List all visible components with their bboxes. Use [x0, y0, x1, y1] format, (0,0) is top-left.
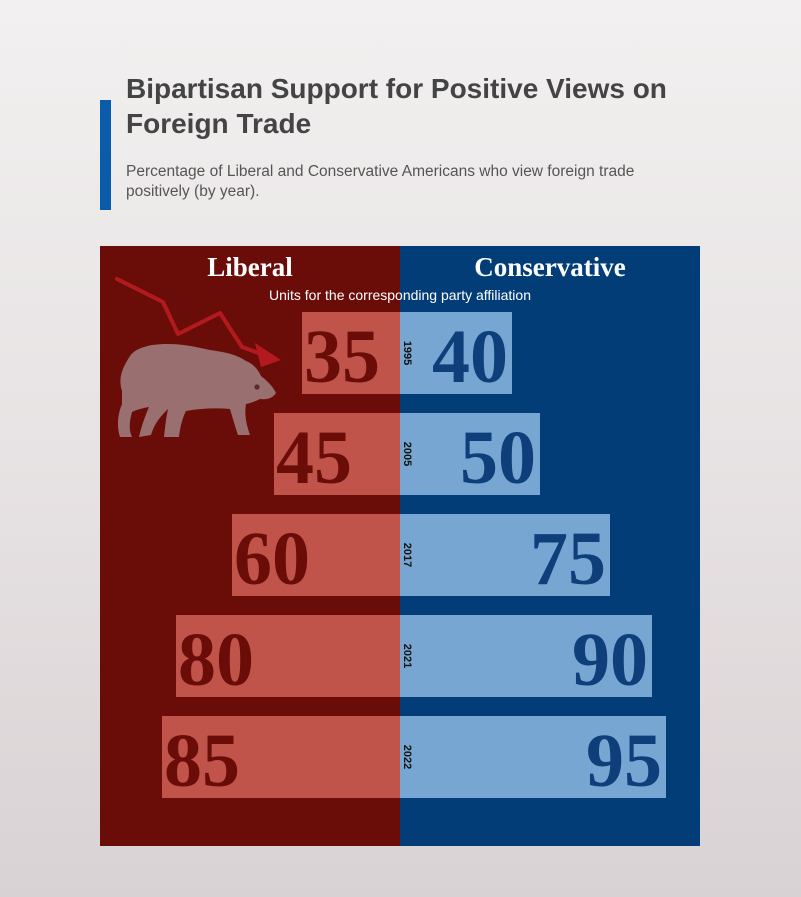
unit-label: Units for the corresponding party affili… [269, 287, 531, 303]
conservative-bar [400, 312, 512, 394]
conservative-party-label: Conservative [474, 252, 625, 282]
chart: Liberal Conservative Units for the corre… [100, 246, 700, 846]
year-label: 2005 [401, 442, 413, 466]
conservative-value-label: 90 [572, 618, 648, 702]
chart-title: Bipartisan Support for Positive Views on… [126, 73, 667, 139]
year-label: 2022 [401, 745, 413, 769]
conservative-value-label: 50 [460, 416, 536, 500]
conservative-bar [400, 514, 610, 596]
liberal-value-label: 60 [234, 517, 310, 601]
year-label: 2021 [401, 644, 413, 668]
conservative-value-label: 40 [432, 315, 508, 399]
liberal-value-label: 45 [276, 416, 352, 500]
bars-group: 35 40 1995 45 50 2005 60 75 2017 80 90 2021 85 95 2022 [162, 312, 666, 803]
conservative-bar [400, 716, 666, 798]
bear-icon [117, 343, 276, 437]
liberal-value-label: 35 [304, 315, 380, 399]
liberal-party-label: Liberal [207, 252, 293, 282]
liberal-value-label: 80 [178, 618, 254, 702]
conservative-bar [400, 413, 540, 495]
year-label: 2017 [401, 543, 413, 567]
year-label: 1995 [401, 341, 413, 365]
liberal-bar [176, 615, 400, 697]
chart-subtitle: Percentage of Liberal and Conservative A… [126, 163, 635, 200]
conservative-value-label: 95 [586, 719, 662, 803]
liberal-bar [162, 716, 400, 798]
title-accent-bar [100, 100, 111, 210]
conservative-bar [400, 615, 652, 697]
liberal-bar [302, 312, 400, 394]
liberal-bar [274, 413, 400, 495]
downward-trend-arrow-icon [115, 277, 281, 367]
conservative-value-label: 75 [530, 517, 606, 601]
liberal-value-label: 85 [164, 719, 240, 803]
liberal-bar [232, 514, 400, 596]
